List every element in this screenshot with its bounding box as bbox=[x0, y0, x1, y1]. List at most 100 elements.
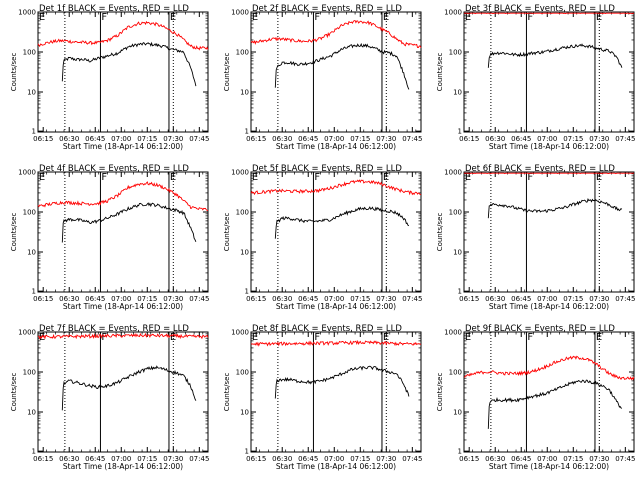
flag-f: F bbox=[527, 332, 533, 343]
y-tick-label: 1 bbox=[245, 448, 249, 456]
panel-det-9f: Det 9f BLACK = Events, RED = LLD 1 10 100 10… bbox=[436, 324, 635, 471]
events-series-line bbox=[61, 202, 197, 243]
y-tick-label: 1 bbox=[458, 448, 462, 456]
x-tick-label: 06:30 bbox=[59, 455, 79, 463]
x-tick-label: 07:15 bbox=[350, 295, 370, 303]
x-tick-label: 07:45 bbox=[189, 455, 209, 463]
flag-e: E bbox=[383, 332, 389, 343]
flag-f: F bbox=[314, 332, 320, 343]
x-tick-label: 06:30 bbox=[59, 295, 79, 303]
x-tick-label: 07:00 bbox=[324, 135, 344, 143]
x-tick-label: 07:00 bbox=[537, 295, 557, 303]
y-tick-label: 1000 bbox=[231, 169, 249, 177]
panel-title: Det 3f BLACK = Events, RED = LLD bbox=[465, 4, 615, 14]
x-tick-label: 06:45 bbox=[511, 455, 531, 463]
y-tick-label: 10 bbox=[27, 89, 36, 97]
x-axis-label: Start Time (18-Apr-14 06:12:00) bbox=[63, 462, 183, 471]
panel-det-8f: Det 8f BLACK = Events, RED = LLD 1 10 100 10… bbox=[223, 324, 422, 471]
y-tick-label: 100 bbox=[449, 49, 462, 57]
flag-e: E bbox=[39, 12, 45, 23]
x-tick-label: 06:45 bbox=[511, 135, 531, 143]
y-tick-label: 10 bbox=[27, 249, 36, 257]
y-axis-label: Counts/sec bbox=[436, 373, 444, 412]
flag-e: E bbox=[252, 12, 258, 23]
x-tick-label: 06:30 bbox=[485, 455, 505, 463]
x-tick-label: 06:45 bbox=[298, 455, 318, 463]
flag-f: F bbox=[314, 12, 320, 23]
flag-f: F bbox=[101, 172, 107, 183]
events-series-line bbox=[61, 365, 197, 411]
y-tick-label: 1 bbox=[458, 288, 462, 296]
x-tick-label: 06:15 bbox=[459, 295, 479, 303]
x-tick-label: 06:15 bbox=[246, 295, 266, 303]
x-tick-label: 06:15 bbox=[459, 455, 479, 463]
x-tick-label: 07:30 bbox=[163, 295, 183, 303]
events-series-line bbox=[487, 379, 623, 429]
panel-title: Det 8f BLACK = Events, RED = LLD bbox=[252, 324, 402, 334]
x-tick-label: 07:15 bbox=[350, 135, 370, 143]
y-tick-label: 100 bbox=[23, 369, 36, 377]
x-tick-label: 06:15 bbox=[246, 135, 266, 143]
y-tick-label: 100 bbox=[236, 369, 249, 377]
x-tick-label: 07:30 bbox=[589, 135, 609, 143]
panel-title: Det 6f BLACK = Events, RED = LLD bbox=[465, 164, 615, 174]
x-tick-label: 07:15 bbox=[563, 295, 583, 303]
y-tick-label: 10 bbox=[240, 409, 249, 417]
x-tick-label: 07:15 bbox=[350, 455, 370, 463]
flag-e: E bbox=[383, 12, 389, 23]
y-tick-label: 10 bbox=[453, 89, 462, 97]
lld-series-line bbox=[37, 332, 209, 340]
panel-title: Det 5f BLACK = Events, RED = LLD bbox=[252, 164, 402, 174]
flag-e: E bbox=[383, 172, 389, 183]
panel-det-2f: Det 2f BLACK = Events, RED = LLD 1 10 100 10… bbox=[223, 4, 422, 151]
x-tick-label: 07:00 bbox=[111, 455, 131, 463]
x-axis-label: Start Time (18-Apr-14 06:12:00) bbox=[489, 302, 609, 311]
x-axis-label: Start Time (18-Apr-14 06:12:00) bbox=[63, 302, 183, 311]
y-axis-label: Counts/sec bbox=[436, 213, 444, 252]
flag-e: E bbox=[170, 332, 176, 343]
x-tick-label: 06:15 bbox=[33, 295, 53, 303]
x-tick-label: 06:30 bbox=[272, 135, 292, 143]
y-tick-label: 1 bbox=[32, 128, 36, 136]
y-tick-label: 100 bbox=[23, 49, 36, 57]
x-tick-label: 06:15 bbox=[459, 135, 479, 143]
flag-e: E bbox=[465, 332, 471, 343]
x-tick-label: 07:15 bbox=[137, 135, 157, 143]
plot-frame bbox=[250, 11, 422, 133]
panel-title: Det 2f BLACK = Events, RED = LLD bbox=[252, 4, 402, 14]
x-tick-label: 06:15 bbox=[246, 455, 266, 463]
y-axis-label: Counts/sec bbox=[223, 213, 231, 252]
y-tick-label: 1000 bbox=[444, 9, 462, 17]
y-tick-label: 10 bbox=[27, 409, 36, 417]
y-tick-label: 100 bbox=[449, 369, 462, 377]
panel-det-7f: Det 7f BLACK = Events, RED = LLD 1 10 100 10… bbox=[10, 324, 209, 471]
events-series-line bbox=[487, 43, 623, 68]
flag-f: F bbox=[101, 332, 107, 343]
x-tick-label: 07:15 bbox=[563, 135, 583, 143]
plot-frame bbox=[463, 11, 635, 133]
x-tick-label: 07:30 bbox=[163, 455, 183, 463]
x-tick-label: 07:45 bbox=[402, 135, 422, 143]
x-tick-label: 06:45 bbox=[298, 135, 318, 143]
y-tick-label: 1000 bbox=[444, 169, 462, 177]
x-axis-label: Start Time (18-Apr-14 06:12:00) bbox=[489, 462, 609, 471]
x-axis-label: Start Time (18-Apr-14 06:12:00) bbox=[276, 302, 396, 311]
x-tick-label: 06:45 bbox=[85, 135, 105, 143]
x-tick-label: 06:30 bbox=[272, 295, 292, 303]
plot-frame bbox=[37, 11, 209, 133]
panel-title: Det 7f BLACK = Events, RED = LLD bbox=[39, 324, 189, 334]
x-tick-label: 07:00 bbox=[537, 135, 557, 143]
x-tick-label: 07:45 bbox=[189, 295, 209, 303]
flag-e: E bbox=[170, 12, 176, 23]
panel-title: Det 4f BLACK = Events, RED = LLD bbox=[39, 164, 189, 174]
events-series-line bbox=[274, 42, 410, 90]
y-tick-label: 1000 bbox=[231, 9, 249, 17]
flag-e: E bbox=[170, 172, 176, 183]
panel-det-1f: Det 1f BLACK = Events, RED = LLD 1 10 100 10… bbox=[10, 4, 209, 151]
flag-e: E bbox=[596, 332, 602, 343]
y-axis-label: Counts/sec bbox=[223, 373, 231, 412]
x-tick-label: 07:00 bbox=[324, 455, 344, 463]
panel-det-5f: Det 5f BLACK = Events, RED = LLD 1 10 100 10… bbox=[223, 164, 422, 311]
x-axis-label: Start Time (18-Apr-14 06:12:00) bbox=[489, 142, 609, 151]
y-tick-label: 1000 bbox=[18, 9, 36, 17]
